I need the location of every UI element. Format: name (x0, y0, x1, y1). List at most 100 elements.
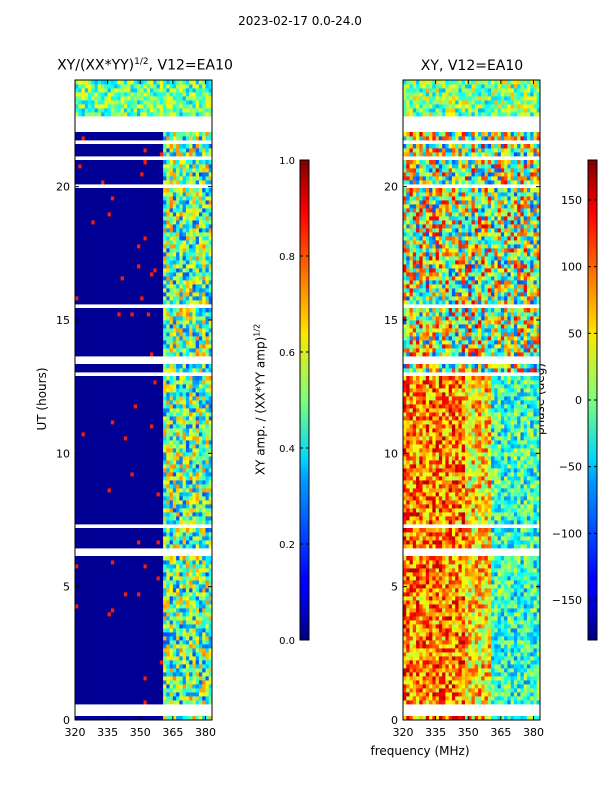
heatmap-cell (182, 508, 187, 513)
heatmap-cell (172, 564, 177, 569)
heatmap-cell (91, 532, 95, 537)
heatmap-cell (123, 268, 128, 273)
heatmap-cell (133, 576, 138, 581)
heatmap-cell (75, 672, 79, 677)
heatmap-cell (136, 656, 141, 661)
heatmap-cell (159, 560, 164, 565)
heatmap-cell (166, 692, 170, 697)
heatmap-cell (101, 504, 105, 509)
heatmap-cell (179, 660, 184, 665)
heatmap-cell (150, 448, 154, 453)
heatmap-cell (150, 456, 154, 461)
heatmap-cell (202, 216, 206, 221)
heatmap-cell (159, 288, 164, 293)
heatmap-cell (120, 412, 125, 417)
heatmap-cell (101, 428, 105, 433)
heatmap-cell (198, 236, 203, 241)
heatmap-cell (97, 624, 102, 629)
heatmap-cell (146, 620, 151, 625)
heatmap-cell (163, 692, 167, 697)
heatmap-cell (198, 496, 203, 501)
heatmap-cell (107, 392, 112, 397)
heatmap-cell (107, 508, 112, 513)
heatmap-cell (94, 544, 99, 549)
heatmap-cell (169, 404, 174, 409)
heatmap-cell (104, 716, 109, 721)
heatmap-cell (81, 496, 86, 501)
heatmap-cell (94, 364, 99, 369)
heatmap-cell (159, 384, 164, 389)
heatmap-cell (146, 476, 151, 481)
heatmap-cell (198, 440, 203, 445)
heatmap-cell (166, 204, 170, 209)
heatmap-cell (205, 592, 210, 597)
heatmap-cell (153, 572, 157, 577)
heatmap-cell (101, 400, 105, 405)
heatmap-cell (146, 508, 151, 513)
heatmap-cell (169, 420, 174, 425)
heatmap-cell (198, 380, 203, 385)
heatmap-cell (120, 232, 125, 237)
heatmap-cell (189, 600, 193, 605)
heatmap-cell (172, 516, 177, 521)
heatmap-cell (163, 716, 167, 721)
heatmap-cell (140, 488, 144, 493)
heatmap-cell (97, 452, 102, 457)
heatmap-cell (169, 692, 174, 697)
heatmap-cell (143, 628, 148, 633)
heatmap-cell (110, 456, 115, 461)
heatmap-cell (179, 324, 184, 329)
heatmap-cell (75, 516, 79, 521)
heatmap-cell (198, 676, 203, 681)
heatmap-cell (114, 492, 118, 497)
heatmap-cell (88, 224, 92, 229)
heatmap-cell (120, 620, 125, 625)
heatmap-cell (163, 532, 167, 537)
heatmap-cell (110, 540, 115, 545)
heatmap-cell (182, 228, 187, 233)
heatmap-cell (189, 700, 193, 705)
heatmap-cell (136, 364, 141, 369)
heatmap-cell (110, 312, 115, 317)
heatmap-cell (75, 640, 79, 645)
heatmap-cell (153, 656, 157, 661)
heatmap-cell (143, 604, 148, 609)
heatmap-cell (202, 308, 206, 313)
heatmap-cell (101, 624, 105, 629)
heatmap-cell (101, 628, 105, 633)
heatmap-cell (166, 364, 170, 369)
heatmap-cell (195, 676, 200, 681)
heatmap-cell (143, 560, 148, 565)
heatmap-cell (78, 420, 82, 425)
heatmap-cell (91, 504, 95, 509)
heatmap-cell (88, 220, 92, 225)
heatmap-cell (91, 264, 95, 269)
heatmap-cell (110, 272, 115, 277)
heatmap-cell (88, 252, 92, 257)
heatmap-cell (104, 600, 109, 605)
heatmap-cell (156, 480, 161, 485)
heatmap-cell (172, 416, 177, 421)
heatmap-cell (182, 452, 187, 457)
heatmap-cell (192, 264, 197, 269)
heatmap-cell (81, 320, 86, 325)
heatmap-cell (94, 684, 99, 689)
heatmap-cell (179, 472, 184, 477)
heatmap-cell (104, 260, 109, 265)
heatmap-cell (169, 400, 174, 405)
heatmap-cell (195, 680, 200, 685)
heatmap-cell (179, 284, 184, 289)
heatmap-cell (172, 520, 177, 525)
heatmap-cell (192, 384, 197, 389)
heatmap-cell (150, 592, 154, 597)
heatmap-cell (169, 532, 174, 537)
heatmap-cell (110, 416, 115, 421)
heatmap-cell (189, 328, 193, 333)
heatmap-cell (127, 692, 131, 697)
heatmap-cell (78, 492, 82, 497)
heatmap-cell (153, 268, 157, 273)
heatmap-cell (81, 280, 86, 285)
heatmap-cell (104, 616, 109, 621)
heatmap-cell (120, 616, 125, 621)
heatmap-cell (107, 588, 112, 593)
